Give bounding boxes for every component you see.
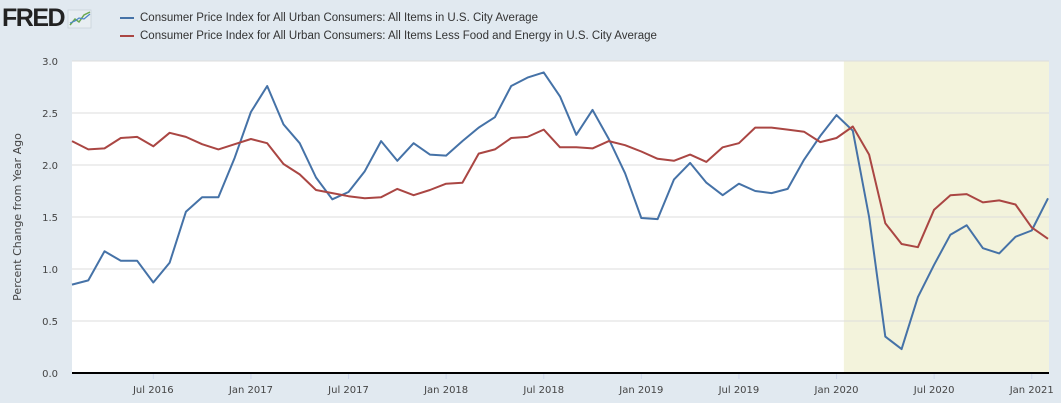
- fred-logo[interactable]: FRED: [2, 4, 93, 33]
- y-tick-label: 0.0: [42, 369, 58, 380]
- x-tick-label: Jan 2021: [1009, 385, 1054, 396]
- y-tick-label: 2.5: [42, 109, 58, 120]
- x-tick-label: Jul 2020: [913, 385, 955, 396]
- legend-item-cpi-all[interactable]: Consumer Price Index for All Urban Consu…: [120, 9, 657, 27]
- y-tick-label: 1.5: [42, 213, 58, 224]
- series-line-0[interactable]: [71, 71, 1049, 351]
- x-tick-label: Jul 2017: [327, 385, 369, 396]
- legend-label: Consumer Price Index for All Urban Consu…: [140, 30, 657, 42]
- x-tick-label: Jan 2020: [814, 385, 859, 396]
- series-line-1[interactable]: [71, 125, 1049, 249]
- chart-legend: Consumer Price Index for All Urban Consu…: [120, 9, 657, 45]
- x-tick-label: Jan 2017: [228, 385, 273, 396]
- y-tick-label: 3.0: [42, 57, 58, 68]
- y-axis-label: Percent Change from Year Ago: [11, 133, 24, 301]
- fred-logo-text: FRED: [2, 4, 66, 32]
- y-tick-label: 0.5: [42, 317, 58, 328]
- x-tick-label: Jul 2019: [718, 385, 760, 396]
- line-chart-icon: [67, 9, 92, 28]
- y-tick-label: 2.0: [42, 161, 58, 172]
- x-tick-label: Jan 2019: [618, 385, 663, 396]
- x-tick-label: Jan 2018: [423, 385, 468, 396]
- x-tick-label: Jul 2018: [522, 385, 564, 396]
- legend-label: Consumer Price Index for All Urban Consu…: [140, 12, 538, 24]
- legend-swatch-red: [120, 35, 134, 37]
- legend-item-cpi-core[interactable]: Consumer Price Index for All Urban Consu…: [120, 27, 657, 45]
- x-tick-label: Jul 2016: [132, 385, 174, 396]
- y-tick-label: 1.0: [42, 265, 58, 276]
- legend-swatch-blue: [120, 17, 134, 19]
